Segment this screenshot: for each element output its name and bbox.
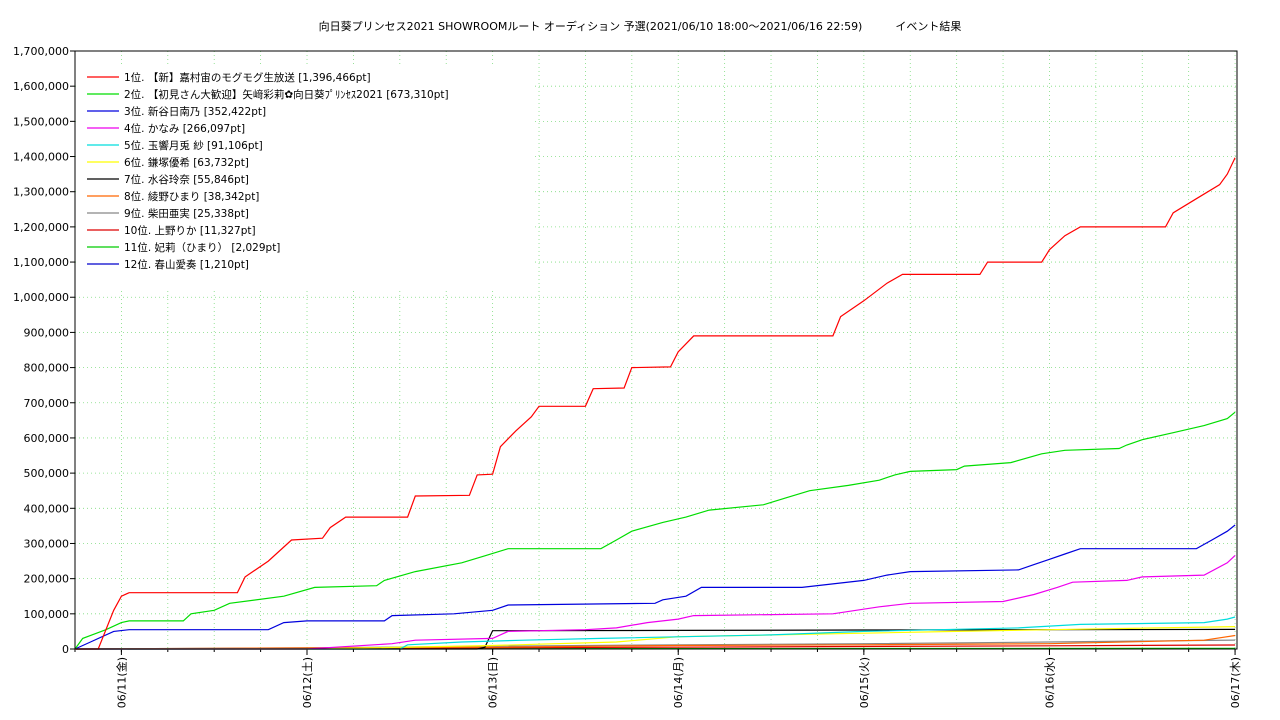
series-line-5 <box>75 616 1236 650</box>
y-tick-label: 1,000,000 <box>13 291 69 304</box>
legend-entry: 8位. 綾野ひまり [38,342pt] <box>124 190 259 203</box>
y-tick-label: 300,000 <box>24 537 70 550</box>
y-tick-label: 400,000 <box>24 502 70 515</box>
y-tick-label: 800,000 <box>24 362 70 375</box>
x-tick-label: 06/13(日) <box>487 657 500 708</box>
legend-entry: 3位. 新谷日南乃 [352,422pt] <box>124 105 266 118</box>
x-tick-label: 06/16(水) <box>1043 657 1056 708</box>
series-line-8 <box>74 634 1236 650</box>
y-tick-label: 0 <box>62 643 69 656</box>
y-tick-label: 200,000 <box>24 573 70 586</box>
x-tick-label: 06/17(木) <box>1229 657 1242 708</box>
legend-entry: 4位. かなみ [266,097pt] <box>124 122 245 135</box>
y-tick-label: 1,600,000 <box>13 80 69 93</box>
y-tick-label: 1,500,000 <box>13 115 69 128</box>
y-tick-label: 1,200,000 <box>13 221 69 234</box>
legend-entry: 9位. 柴田亜実 [25,338pt] <box>124 207 249 220</box>
legend-entry: 12位. 春山愛奏 [1,210pt] <box>124 258 249 271</box>
y-tick-label: 1,700,000 <box>13 45 69 58</box>
chart-title: 向日葵プリンセス2021 SHOWROOMルート オーディション 予選(2021… <box>318 20 962 33</box>
x-tick-label: 06/11(金) <box>114 657 128 708</box>
y-tick-label: 500,000 <box>24 467 70 480</box>
legend-entry: 7位. 水谷玲奈 [55,846pt] <box>124 173 249 186</box>
series-line-3 <box>74 524 1236 650</box>
legend-entry: 2位. 【初見さん大歓迎】矢﨑彩莉✿向日葵ﾌﾟﾘﾝｾｽ2021 [673,310… <box>124 88 449 101</box>
y-tick-label: 600,000 <box>24 432 70 445</box>
x-tick-label: 06/14(月) <box>672 657 685 708</box>
legend-entry: 1位. 【新】嘉村宙のモグモグ生放送 [1,396,466pt] <box>124 71 371 84</box>
legend-box <box>78 64 533 289</box>
series-line-4 <box>75 554 1236 650</box>
series-line-2 <box>74 411 1236 650</box>
series-line-1 <box>75 157 1236 650</box>
legend-entry: 6位. 鎌塚優希 [63,732pt] <box>124 156 249 169</box>
legend-entry: 10位. 上野りか [11,327pt] <box>124 224 256 237</box>
x-tick-label: 06/15(火) <box>858 657 871 708</box>
y-tick-label: 1,400,000 <box>13 151 69 164</box>
y-tick-label: 900,000 <box>24 326 70 339</box>
legend-entry: 11位. 妃莉（ひまり） [2,029pt] <box>124 241 280 254</box>
y-tick-label: 1,100,000 <box>13 256 69 269</box>
y-tick-label: 100,000 <box>24 608 70 621</box>
legend-entry: 5位. 玉響月兎 紗 [91,106pt] <box>124 139 263 152</box>
plot-frame <box>74 50 1238 650</box>
y-tick-label: 1,300,000 <box>13 186 69 199</box>
x-tick-label: 06/12(土) <box>301 657 314 708</box>
y-tick-label: 700,000 <box>24 397 70 410</box>
